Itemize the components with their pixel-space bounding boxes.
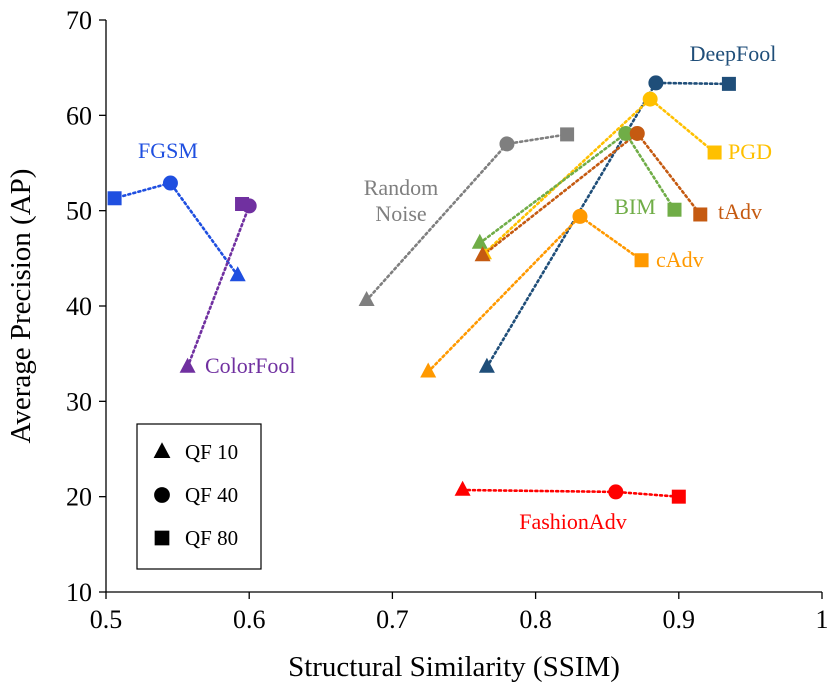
legend-marker-circle xyxy=(154,487,170,503)
cadv-point-qf10 xyxy=(420,362,437,378)
tadv-label: tAdv xyxy=(718,199,762,224)
tadv-point-qf10 xyxy=(474,246,491,262)
fgsm-label: FGSM xyxy=(138,138,198,163)
bim-point-qf40 xyxy=(618,125,634,141)
pgd-point-qf40 xyxy=(642,91,658,107)
legend-marker-triangle xyxy=(153,442,171,458)
deepfool-connector-line xyxy=(485,81,731,369)
colorfool-connector-line xyxy=(186,202,251,369)
tadv-point-qf80 xyxy=(693,207,708,222)
colorfool-point-qf80 xyxy=(235,196,250,211)
x-tick-label-0-6: 0.6 xyxy=(233,605,266,634)
random-noise-label-line-1: Random xyxy=(364,175,439,200)
deepfool-point-qf10 xyxy=(478,357,495,373)
random-noise-point-qf10 xyxy=(358,291,375,306)
y-tick-label-60: 60 xyxy=(66,101,92,130)
random-noise-label: Random Noise xyxy=(364,175,439,226)
bim-point-qf80 xyxy=(667,202,682,217)
x-tick-label-0-7: 0.7 xyxy=(376,605,409,634)
deepfool-point-qf40 xyxy=(648,75,664,91)
colorfool-label: ColorFool xyxy=(205,353,295,378)
cadv-connector-line xyxy=(426,214,643,374)
series-labels: FGSM ColorFool Random Noise DeepFool PGD BIM tA… xyxy=(138,41,776,534)
fashionadv-point-qf40 xyxy=(608,484,624,500)
legend-label-qf-80: QF 80 xyxy=(185,526,238,550)
series-markers xyxy=(107,75,736,504)
bim-point-qf10 xyxy=(471,233,488,249)
y-tick-label-10: 10 xyxy=(66,578,92,607)
fashionadv-point-qf80 xyxy=(671,489,686,504)
tadv-connector-line xyxy=(481,131,702,257)
y-tick-label-70: 70 xyxy=(66,6,92,35)
cadv-point-qf40 xyxy=(572,208,588,224)
x-tick-label-1: 1 xyxy=(816,605,829,634)
fgsm-point-qf80 xyxy=(107,191,122,206)
fashionadv-label: FashionAdv xyxy=(519,509,627,534)
random-noise-label-line-2: Noise xyxy=(375,201,426,226)
cadv-label: cAdv xyxy=(656,247,704,272)
legend-label-qf-40: QF 40 xyxy=(185,483,238,507)
axes: 0.5 0.6 0.7 0.8 0.9 1 10 20 30 40 50 60 70 Structural… xyxy=(5,6,829,683)
y-tick-label-20: 20 xyxy=(66,483,92,512)
x-axis-title: Structural Similarity (SSIM) xyxy=(288,651,620,683)
y-tick-label-40: 40 xyxy=(66,292,92,321)
fgsm-point-qf40 xyxy=(162,175,178,191)
colorfool-point-qf10 xyxy=(179,357,196,373)
y-tick-label-50: 50 xyxy=(66,197,92,226)
pgd-connector-line xyxy=(482,97,716,255)
legend: QF 10 QF 40 QF 80 xyxy=(136,423,262,570)
tadv-point-qf40 xyxy=(629,125,645,141)
random-noise-point-qf40 xyxy=(499,136,515,152)
fgsm-connector-line xyxy=(113,181,239,277)
y-axis-title: Average Precision (AP) xyxy=(5,169,37,444)
x-tick-label-0-5: 0.5 xyxy=(90,605,123,634)
legend-label-qf-10: QF 10 xyxy=(185,440,238,464)
legend-marker-square xyxy=(154,530,170,546)
fashionadv-point-qf10 xyxy=(454,480,471,496)
y-tick-label-30: 30 xyxy=(66,387,92,416)
pgd-label: PGD xyxy=(728,139,772,164)
x-tick-label-0-9: 0.9 xyxy=(663,605,696,634)
cadv-point-qf80 xyxy=(634,253,649,268)
random-noise-point-qf80 xyxy=(560,127,575,142)
pgd-point-qf80 xyxy=(707,145,722,160)
deepfool-point-qf80 xyxy=(721,76,736,91)
x-tick-label-0-8: 0.8 xyxy=(519,605,552,634)
fgsm-point-qf10 xyxy=(229,266,246,282)
deepfool-label: DeepFool xyxy=(690,41,777,66)
fashionadv-connector-line xyxy=(461,488,681,498)
bim-label: BIM xyxy=(614,194,656,219)
